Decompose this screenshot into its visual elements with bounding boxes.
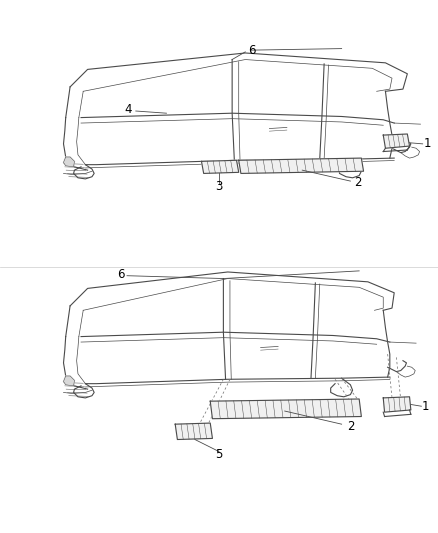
- Polygon shape: [175, 423, 212, 440]
- Polygon shape: [210, 399, 361, 419]
- Text: 1: 1: [422, 400, 430, 413]
- Polygon shape: [239, 158, 364, 173]
- Text: 6: 6: [117, 268, 124, 281]
- Polygon shape: [64, 157, 74, 167]
- Text: 2: 2: [346, 421, 354, 433]
- Text: 3: 3: [215, 180, 223, 193]
- Polygon shape: [201, 160, 239, 173]
- Text: 4: 4: [124, 103, 131, 116]
- Text: 2: 2: [354, 176, 362, 189]
- Text: 5: 5: [215, 448, 223, 461]
- Polygon shape: [383, 134, 410, 148]
- Polygon shape: [64, 376, 74, 386]
- Text: 1: 1: [423, 138, 431, 150]
- Text: 6: 6: [248, 44, 256, 56]
- Polygon shape: [383, 397, 411, 412]
